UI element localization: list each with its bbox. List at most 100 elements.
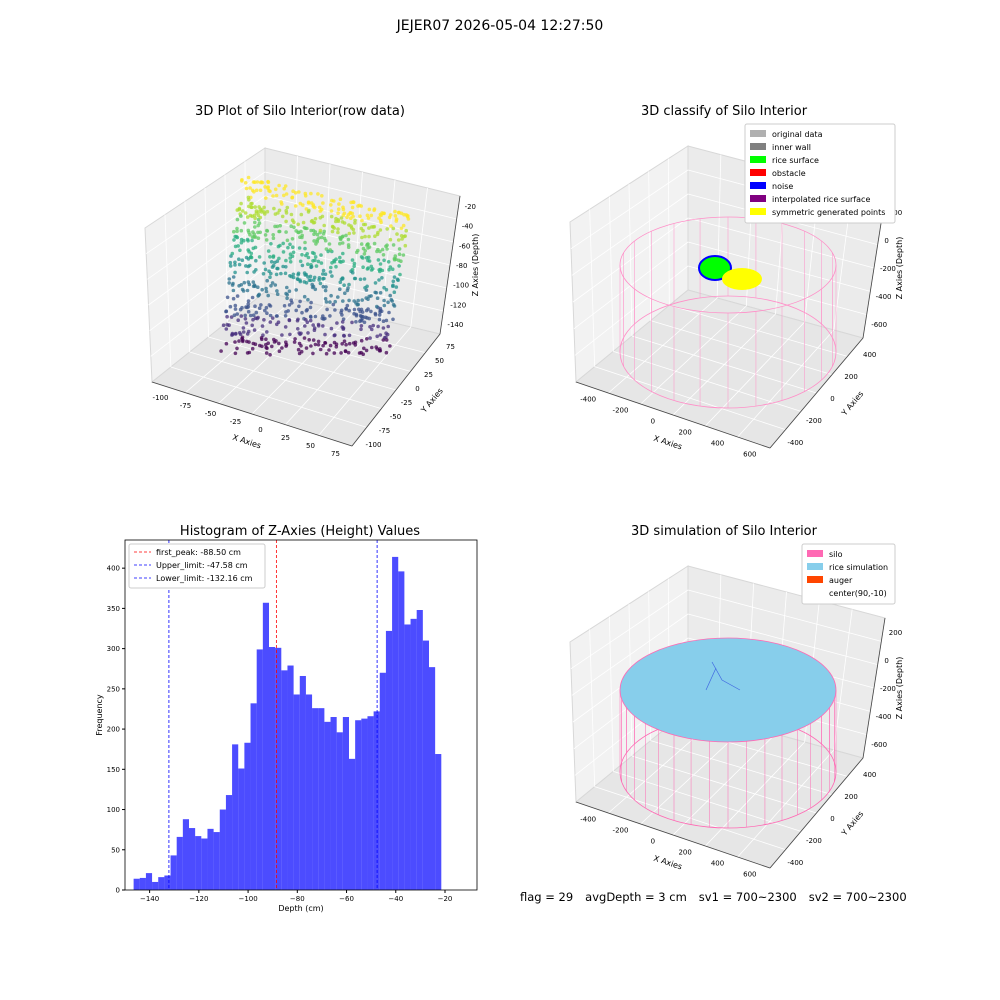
- raw-point: [311, 351, 315, 356]
- raw-point: [312, 278, 316, 282]
- plot-frame: [124, 539, 478, 891]
- raw-point: [289, 298, 294, 303]
- raw-point: [313, 287, 318, 292]
- raw-point: [264, 286, 268, 291]
- raw-point: [340, 241, 345, 245]
- raw-point: [260, 324, 265, 328]
- raw-point: [319, 261, 324, 265]
- raw-point: [359, 204, 364, 208]
- raw-point: [274, 193, 279, 198]
- raw-point: [257, 210, 261, 214]
- raw-point: [233, 307, 238, 311]
- raw-point: [263, 185, 267, 189]
- raw-point: [374, 345, 379, 349]
- raw-point: [285, 296, 289, 301]
- raw-point: [233, 260, 237, 265]
- raw-point: [331, 225, 335, 229]
- y-tick-label: 300: [107, 645, 120, 653]
- raw-point: [372, 224, 377, 229]
- raw-point: [244, 264, 248, 268]
- raw-point: [237, 257, 241, 262]
- histogram-bar: [305, 694, 313, 890]
- raw-point: [308, 305, 313, 310]
- raw-point: [274, 272, 279, 277]
- y-axis-label: Frequency: [95, 694, 104, 736]
- raw-point: [391, 243, 396, 247]
- raw-point: [300, 252, 304, 257]
- raw-point: [245, 288, 250, 293]
- raw-point: [296, 317, 300, 322]
- raw-point: [296, 327, 300, 331]
- raw-point: [362, 346, 366, 351]
- histogram-bar: [281, 670, 288, 890]
- z-tick-label: -600: [871, 321, 887, 329]
- raw-point: [266, 180, 271, 184]
- raw-point: [376, 258, 381, 262]
- raw-point: [369, 213, 374, 218]
- raw-point: [375, 304, 379, 309]
- raw-point: [339, 351, 343, 355]
- raw-point: [322, 236, 327, 241]
- raw-point: [251, 313, 256, 318]
- raw-point: [401, 253, 406, 257]
- raw-point: [321, 268, 326, 273]
- x-tick-label: 50: [306, 442, 315, 450]
- raw-point: [347, 333, 352, 338]
- raw-point: [225, 323, 230, 327]
- raw-point: [286, 309, 291, 313]
- histogram-title: Histogram of Z-Axies (Height) Values: [179, 524, 421, 539]
- raw-point: [263, 308, 267, 313]
- raw-point: [281, 250, 286, 254]
- raw-point: [350, 270, 355, 275]
- raw-point: [263, 233, 268, 237]
- raw-point: [306, 262, 310, 267]
- raw-point: [334, 264, 338, 269]
- raw-point: [268, 189, 272, 194]
- x-tick-label: 200: [678, 429, 691, 437]
- grid-line: [264, 171, 457, 220]
- raw-point: [261, 272, 266, 276]
- raw-point: [276, 320, 281, 325]
- y-axis-line: [769, 337, 864, 449]
- histogram-bar: [219, 809, 226, 890]
- raw-point: [244, 305, 248, 309]
- histogram-legend-frame: [128, 543, 266, 589]
- histogram-bar: [152, 881, 159, 890]
- raw-point: [232, 313, 237, 318]
- histogram-bar: [207, 828, 214, 890]
- x-tick-label: 0: [651, 838, 655, 846]
- raw-point: [234, 234, 239, 239]
- raw-point: [243, 313, 247, 318]
- raw-point: [387, 267, 391, 272]
- x-tick-label: 200: [678, 849, 691, 857]
- z-tick-label: -80: [456, 262, 467, 270]
- raw-point: [382, 258, 386, 263]
- raw-point: [351, 341, 356, 345]
- raw-point: [233, 303, 238, 308]
- histogram-legend-label: first_peak: -88.50 cm: [156, 548, 241, 557]
- histogram-bar: [133, 878, 140, 890]
- raw-point: [325, 307, 329, 312]
- raw-point: [253, 235, 258, 239]
- x-tick-label: -100: [153, 394, 169, 402]
- z-tick-label: -200: [880, 685, 896, 693]
- y-axis-line: [769, 757, 864, 869]
- raw-point: [391, 317, 395, 322]
- raw-point: [350, 258, 355, 262]
- raw-point: [317, 205, 322, 210]
- z-axis-label: Z Axies (Depth): [471, 234, 480, 297]
- x-axis-line: [575, 801, 771, 869]
- z-tick-label: -400: [876, 713, 892, 721]
- histogram-bar: [287, 665, 294, 890]
- raw-point: [287, 303, 292, 307]
- raw-point: [377, 313, 382, 317]
- raw-point: [347, 341, 352, 346]
- histogram-bar: [336, 732, 343, 890]
- raw-point: [378, 310, 382, 314]
- raw-point: [297, 246, 302, 250]
- raw-point: [291, 189, 295, 193]
- raw-point: [228, 264, 233, 268]
- raw-point: [359, 255, 364, 259]
- x-tick-label: 25: [281, 434, 290, 442]
- raw-point: [378, 291, 383, 295]
